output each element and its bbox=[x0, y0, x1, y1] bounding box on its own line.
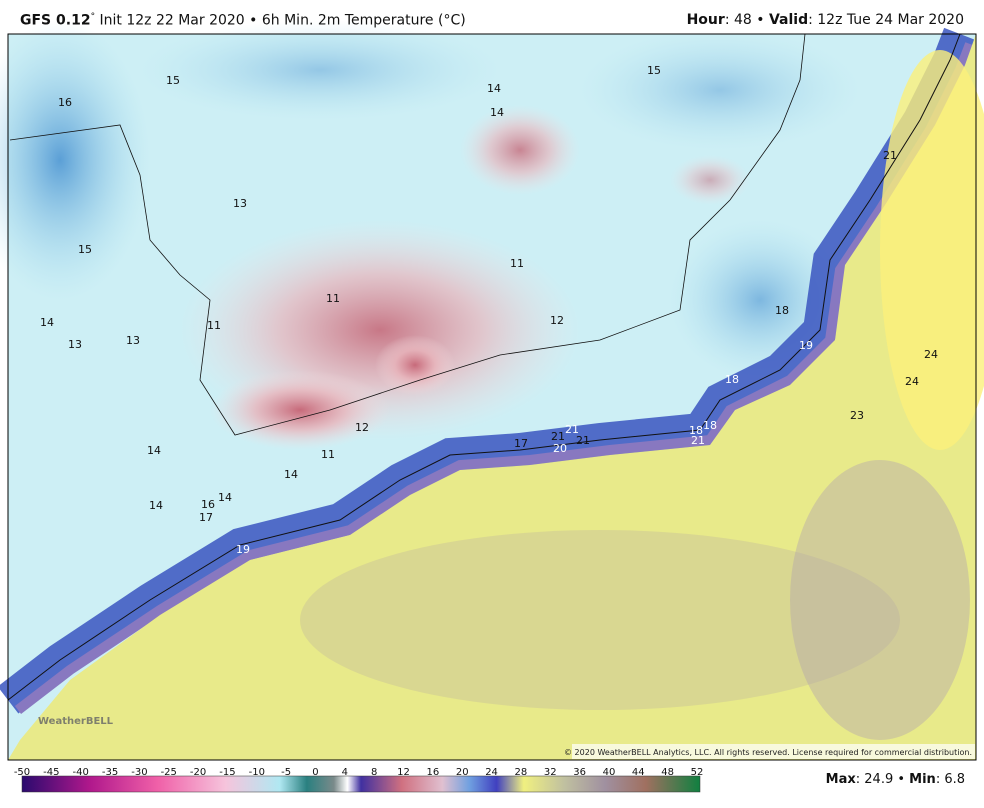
temp-label: 13 bbox=[68, 338, 82, 351]
colorbar-tick: 36 bbox=[573, 767, 586, 778]
temp-label: 14 bbox=[147, 444, 161, 457]
colorbar-tick: -25 bbox=[161, 767, 177, 778]
colorbar-tick: -35 bbox=[102, 767, 118, 778]
temp-label: 13 bbox=[233, 197, 247, 210]
temp-label: 16 bbox=[58, 96, 72, 109]
colorbar-tick: 48 bbox=[661, 767, 674, 778]
model-sup: ° bbox=[90, 12, 96, 22]
temp-label: 21 bbox=[551, 430, 565, 443]
temp-label: 15 bbox=[78, 243, 92, 256]
temp-label: 11 bbox=[510, 257, 524, 270]
temp-label: 23 bbox=[850, 409, 864, 422]
temp-label: 14 bbox=[284, 468, 298, 481]
max-label: Max bbox=[826, 772, 857, 787]
temp-label: 19 bbox=[236, 543, 250, 556]
temp-label: 14 bbox=[490, 106, 504, 119]
colorbar-tick: -30 bbox=[131, 767, 147, 778]
temp-label: 18 bbox=[775, 304, 789, 317]
colorbar-tick: 0 bbox=[312, 767, 318, 778]
hour-label: Hour bbox=[686, 12, 725, 28]
temp-label: 17 bbox=[514, 437, 528, 450]
colorbar-tick: -15 bbox=[219, 767, 235, 778]
colorbar-tick: -5 bbox=[281, 767, 291, 778]
temp-label: 24 bbox=[924, 348, 938, 361]
temp-label: 16 bbox=[201, 498, 215, 511]
temp-label: 11 bbox=[326, 292, 340, 305]
colorbar-tick: 28 bbox=[515, 767, 528, 778]
colorbar-tick: 40 bbox=[603, 767, 616, 778]
min-value: : 6.8 bbox=[936, 772, 965, 787]
header-right: Hour: 48 • Valid: 12z Tue 24 Mar 2020 bbox=[687, 12, 964, 28]
temp-label: 21 bbox=[691, 434, 705, 447]
temp-label: 13 bbox=[126, 334, 140, 347]
min-label: Min bbox=[909, 772, 936, 787]
temp-label: 14 bbox=[40, 316, 54, 329]
footer: Max: 24.9 • Min: 6.8 bbox=[826, 772, 965, 787]
colorbar-tick: 4 bbox=[342, 767, 348, 778]
temp-label: 19 bbox=[799, 339, 813, 352]
colorbar-tick: 8 bbox=[371, 767, 377, 778]
valid-value: : 12z Tue 24 Mar 2020 bbox=[808, 12, 964, 28]
colorbar-tick: 12 bbox=[397, 767, 410, 778]
temp-label: 12 bbox=[355, 421, 369, 434]
valid-label: Valid bbox=[768, 12, 809, 28]
temp-label: 14 bbox=[149, 499, 163, 512]
colorbar-tick: 16 bbox=[427, 767, 440, 778]
colorbar-tick: -45 bbox=[43, 767, 59, 778]
temp-label: 21 bbox=[565, 423, 579, 436]
temp-label: 21 bbox=[576, 434, 590, 447]
watermark: WeatherBELL bbox=[38, 716, 114, 727]
colorbar-tick: -20 bbox=[190, 767, 206, 778]
colorbar-tick: 20 bbox=[456, 767, 469, 778]
temp-label: 18 bbox=[689, 424, 703, 437]
temp-label: 20 bbox=[553, 442, 567, 455]
copyright-bg bbox=[572, 744, 975, 759]
temp-label: 12 bbox=[550, 314, 564, 327]
colorbar-tick: 52 bbox=[691, 767, 704, 778]
temp-label: 15 bbox=[647, 64, 661, 77]
temp-label: 18 bbox=[703, 419, 717, 432]
hour-value: : 48 • bbox=[724, 12, 769, 28]
temp-label: 11 bbox=[321, 448, 335, 461]
colorbar-tick: 24 bbox=[485, 767, 498, 778]
temp-label: 21 bbox=[883, 149, 897, 162]
temp-label: 14 bbox=[487, 82, 501, 95]
colorbar-tick: 32 bbox=[544, 767, 557, 778]
copyright: © 2020 WeatherBELL Analytics, LLC. All r… bbox=[564, 748, 972, 757]
temp-label: 14 bbox=[218, 491, 232, 504]
temp-label: 24 bbox=[905, 375, 919, 388]
temp-label: 18 bbox=[725, 373, 739, 386]
colorbar-tick: -50 bbox=[14, 767, 30, 778]
temp-label: 11 bbox=[207, 319, 221, 332]
colorbar-tick: -40 bbox=[73, 767, 89, 778]
temp-label: 17 bbox=[199, 511, 213, 524]
max-value: : 24.9 • bbox=[856, 772, 909, 787]
colorbar-tick: -10 bbox=[249, 767, 265, 778]
temp-label: 15 bbox=[166, 74, 180, 87]
colorbar-tick: 44 bbox=[632, 767, 645, 778]
